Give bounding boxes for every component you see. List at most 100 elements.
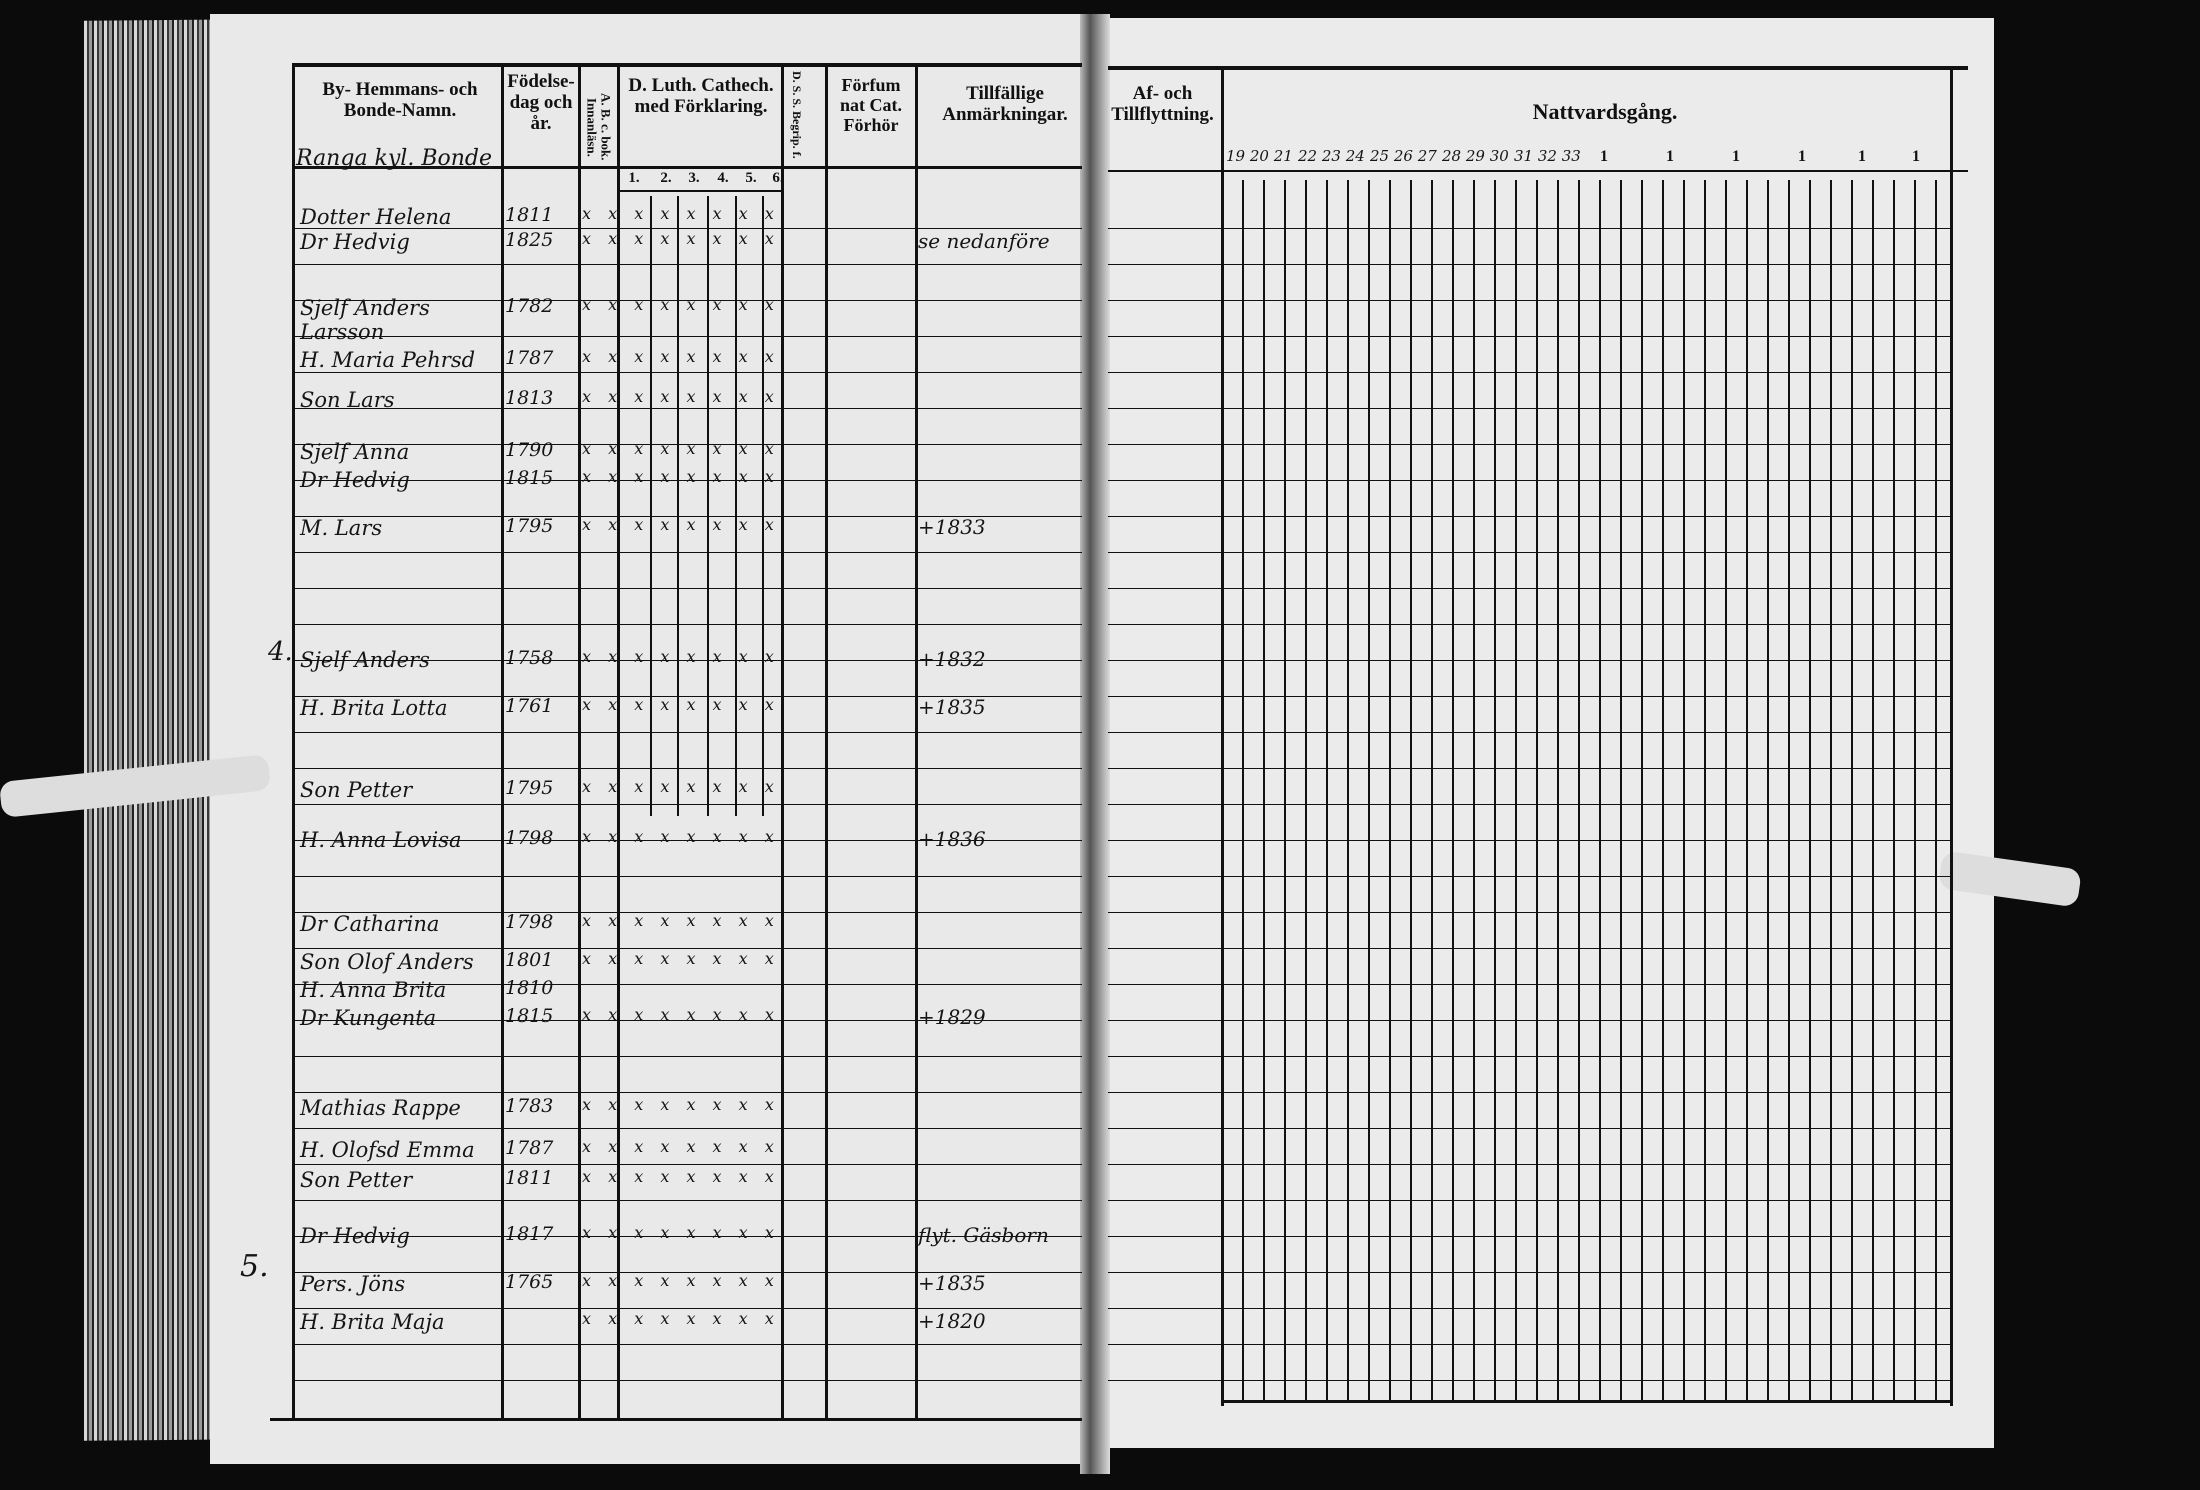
household-number: 5. bbox=[240, 1249, 269, 1284]
entry-catechism-marks: x x x x x x x x bbox=[582, 515, 780, 534]
rule-line bbox=[1108, 804, 1950, 805]
rule-line bbox=[1368, 180, 1370, 1400]
rule-line bbox=[1620, 180, 1622, 1400]
entry-birth-year: 1815 bbox=[505, 467, 554, 489]
entry-birth-year: 1811 bbox=[505, 1167, 554, 1189]
entry-name: Son Petter bbox=[300, 778, 413, 802]
rule-line bbox=[292, 768, 1082, 769]
entry-catechism-marks: x x x x x x x x bbox=[582, 827, 780, 846]
rule-line bbox=[1108, 300, 1950, 301]
rule-line bbox=[1662, 180, 1664, 1400]
rule-line bbox=[1557, 180, 1559, 1400]
rule-line bbox=[1108, 1020, 1950, 1021]
rule-line bbox=[292, 984, 1082, 985]
catechism-column-number: 5. bbox=[745, 170, 757, 186]
rule-line bbox=[1725, 180, 1727, 1400]
rule-line bbox=[1108, 768, 1950, 769]
rule-line bbox=[735, 196, 737, 816]
header-name: By- Hemmans- och Bonde-Namn. bbox=[322, 79, 478, 121]
farm-title: Ranga kyl. Bonde bbox=[296, 146, 493, 171]
entry-catechism-marks: x x x x x x x x bbox=[582, 1137, 780, 1156]
right-page bbox=[1094, 18, 1994, 1448]
entry-remark: +1833 bbox=[918, 515, 986, 539]
header-moving: Af- och Tillflyttning. bbox=[1111, 83, 1214, 125]
rule-line bbox=[1108, 66, 1968, 70]
rule-line bbox=[292, 228, 1082, 229]
entry-name: Dr Hedvig bbox=[300, 230, 410, 254]
rule-line bbox=[1347, 180, 1349, 1400]
rule-line bbox=[1452, 180, 1454, 1400]
communion-year-group: 1 bbox=[1666, 148, 1674, 165]
rule-line bbox=[1950, 66, 1953, 1406]
left-page bbox=[210, 14, 1094, 1464]
rule-line bbox=[1641, 180, 1643, 1400]
entry-name: Son Petter bbox=[300, 1168, 413, 1192]
entry-birth-year: 1761 bbox=[505, 695, 554, 717]
header-forhor: Förfum nat Cat. Förhör bbox=[840, 75, 902, 135]
rule-line bbox=[1108, 170, 1968, 172]
entry-birth-year: 1790 bbox=[505, 439, 554, 461]
rule-line bbox=[292, 444, 1082, 445]
rule-line bbox=[292, 1164, 1082, 1165]
rule-line bbox=[1108, 1200, 1950, 1201]
rule-line bbox=[292, 1056, 1082, 1057]
catechism-column-number: 2. bbox=[660, 170, 672, 186]
rule-line bbox=[292, 912, 1082, 913]
rule-line bbox=[270, 1418, 1082, 1421]
entry-birth-year: 1815 bbox=[505, 1005, 554, 1027]
rule-line bbox=[762, 196, 764, 816]
rule-line bbox=[1108, 480, 1950, 481]
rule-line bbox=[292, 1344, 1082, 1345]
rule-line bbox=[1473, 180, 1475, 1400]
entry-name: M. Lars bbox=[300, 516, 383, 540]
entry-name: Dr Hedvig bbox=[300, 468, 410, 492]
rule-line bbox=[292, 840, 1082, 841]
entry-catechism-marks: x x x x x x x x bbox=[582, 1271, 780, 1290]
rule-line bbox=[292, 166, 1082, 169]
communion-year-group: 1 bbox=[1858, 148, 1866, 165]
entry-catechism-marks: x x x x x x x x bbox=[582, 439, 780, 458]
rule-line bbox=[781, 63, 784, 1418]
rule-line bbox=[1851, 180, 1853, 1400]
entry-name: H. Anna Lovisa bbox=[300, 828, 462, 852]
rule-line bbox=[1389, 180, 1391, 1400]
rule-line bbox=[1108, 1380, 1950, 1381]
entry-catechism-marks: x x x x x x x x bbox=[582, 1167, 780, 1186]
entry-catechism-marks: x x x x x x x x bbox=[582, 1095, 780, 1114]
rule-line bbox=[292, 264, 1082, 265]
rule-line bbox=[1108, 1056, 1950, 1057]
rule-line bbox=[1108, 516, 1950, 517]
entry-birth-year: 1825 bbox=[505, 229, 554, 251]
entry-catechism-marks: x x x x x x x x bbox=[582, 1223, 780, 1242]
header-dss: D. S. S. Begrip. f. bbox=[790, 71, 805, 159]
rule-line bbox=[617, 63, 620, 1418]
rule-line bbox=[1108, 444, 1950, 445]
entry-name: Pers. Jöns bbox=[300, 1272, 406, 1296]
entry-birth-year: 1801 bbox=[505, 949, 554, 971]
rule-line bbox=[292, 1092, 1082, 1093]
rule-line bbox=[1108, 696, 1950, 697]
entry-name: H. Maria Pehrsd bbox=[300, 348, 476, 372]
entry-birth-year: 1813 bbox=[505, 387, 554, 409]
entry-name: Sjelf Anders bbox=[300, 648, 430, 672]
header-communion: Nattvardsgång. bbox=[1532, 99, 1678, 124]
entry-remark: +1836 bbox=[918, 827, 986, 851]
rule-line bbox=[1108, 408, 1950, 409]
rule-line bbox=[292, 1272, 1082, 1273]
rule-line bbox=[1108, 1164, 1950, 1165]
rule-line bbox=[292, 63, 1082, 67]
communion-year-group: 19 20 21 bbox=[1226, 147, 1293, 165]
rule-line bbox=[292, 624, 1082, 625]
rule-line bbox=[1108, 840, 1950, 841]
rule-line bbox=[292, 372, 1082, 373]
header-birth: Födelse-dag och år. bbox=[507, 71, 575, 134]
communion-year-group: 1 bbox=[1798, 148, 1806, 165]
communion-year-group: 31 32 33 bbox=[1514, 147, 1581, 165]
rule-line bbox=[292, 948, 1082, 949]
entry-name: Dotter Helena bbox=[300, 205, 452, 229]
rule-line bbox=[1494, 180, 1496, 1400]
entry-remark: +1835 bbox=[918, 1271, 986, 1295]
rule-line bbox=[501, 63, 504, 1418]
book-gutter bbox=[1080, 14, 1110, 1474]
rule-line bbox=[1108, 1236, 1950, 1237]
